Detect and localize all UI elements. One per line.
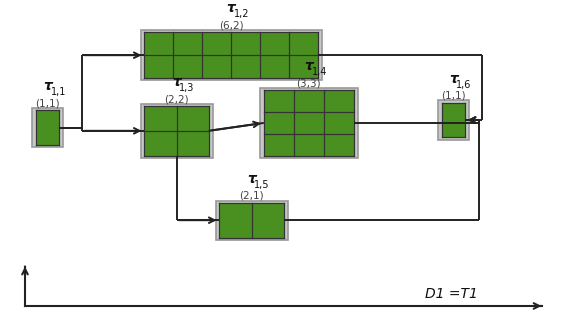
Bar [140, 104, 213, 158]
Text: 1,5: 1,5 [254, 180, 270, 190]
Text: (6,2): (6,2) [219, 20, 243, 30]
Text: 1,1: 1,1 [50, 87, 66, 97]
Text: (1,1): (1,1) [441, 91, 466, 101]
Text: 1,3: 1,3 [180, 83, 195, 93]
Text: τ: τ [247, 172, 256, 186]
Bar [260, 88, 358, 158]
Text: τ: τ [172, 75, 181, 89]
Bar [144, 32, 318, 78]
Text: 1,4: 1,4 [311, 67, 327, 77]
Bar [438, 100, 469, 140]
Bar [215, 201, 288, 240]
Bar [442, 103, 465, 138]
Bar [140, 30, 321, 81]
Text: (2,2): (2,2) [164, 94, 189, 104]
Bar [32, 108, 63, 147]
Bar [36, 110, 59, 145]
Text: (1,1): (1,1) [35, 98, 60, 108]
Text: (2,1): (2,1) [240, 191, 264, 201]
Text: τ: τ [227, 1, 236, 16]
Bar [264, 90, 354, 156]
Text: τ: τ [43, 80, 52, 93]
Text: D1 =T1: D1 =T1 [425, 286, 478, 301]
Text: τ: τ [305, 59, 313, 74]
Text: 1,6: 1,6 [456, 80, 471, 90]
Bar [144, 106, 209, 156]
Bar [219, 203, 284, 238]
Text: 1,2: 1,2 [234, 9, 249, 19]
Text: τ: τ [449, 72, 458, 86]
Text: (3,3): (3,3) [297, 78, 321, 88]
